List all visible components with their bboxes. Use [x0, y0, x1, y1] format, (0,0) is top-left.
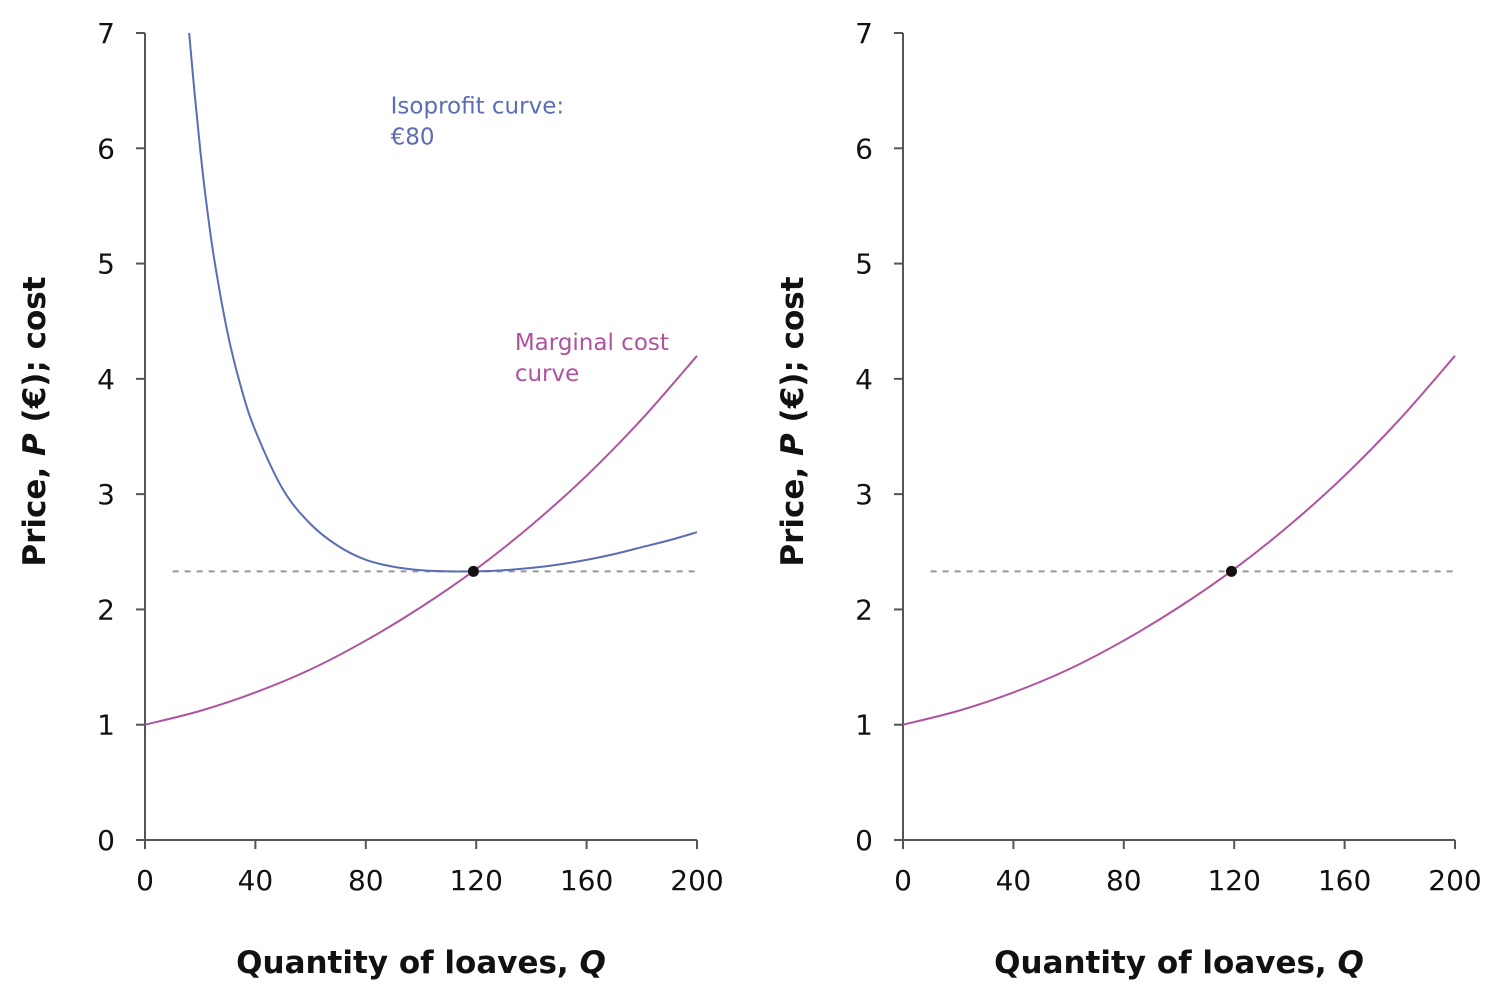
y-tick-label: 0: [855, 824, 873, 857]
y-tick-label: 4: [855, 363, 873, 396]
x-tick-label: 80: [1106, 864, 1142, 897]
x-tick-label: 80: [348, 864, 384, 897]
chart-panel-2: 0 1 2 3 4 5 6 7 0 40 80 120 160 200 Quantity of loaves…: [775, 17, 1482, 981]
y-axis-title: Price, P (€); cost: [17, 276, 53, 566]
x-tick-label: 120: [449, 864, 502, 897]
profit-max-point: [1225, 565, 1237, 577]
x-tick-label: 120: [1207, 864, 1260, 897]
chart-panel-1: 0 1 2 3 4 5 6 7 0 40 80 120 160 200 Quantity of loaves…: [17, 17, 724, 981]
y-tick-label: 5: [855, 248, 873, 281]
y-tick-label: 0: [97, 824, 115, 857]
x-tick-label: 160: [1318, 864, 1371, 897]
x-tick-label: 0: [894, 864, 912, 897]
profit-max-point: [467, 565, 479, 577]
x-axis-title: Quantity of loaves, Q: [236, 945, 606, 981]
y-tick-label: 6: [855, 132, 873, 165]
y-tick-label: 1: [855, 709, 873, 742]
y-tick-label: 2: [855, 593, 873, 626]
marginal-cost-curve: [144, 355, 698, 726]
marginal-cost-curve: [902, 355, 1456, 726]
y-tick-label: 1: [97, 709, 115, 742]
marginal-cost-label: Marginal cost curve: [515, 330, 669, 387]
x-tick-label: 40: [238, 864, 274, 897]
isoprofit-curve: [188, 32, 698, 573]
x-tick-label: 40: [996, 864, 1032, 897]
y-tick-label: 3: [855, 478, 873, 511]
x-tick-label: 200: [1428, 864, 1481, 897]
x-axis-title: Quantity of loaves, Q: [994, 945, 1364, 981]
x-tick-label: 0: [136, 864, 154, 897]
y-axis-title: Price, P (€); cost: [775, 276, 811, 566]
y-tick-label: 7: [97, 17, 115, 50]
x-tick-label: 160: [560, 864, 613, 897]
y-tick-label: 7: [855, 17, 873, 50]
y-tick-label: 2: [97, 593, 115, 626]
y-tick-label: 4: [97, 363, 115, 396]
y-tick-label: 5: [97, 248, 115, 281]
isoprofit-label: Isoprofit curve: €80: [391, 94, 564, 151]
x-tick-label: 200: [670, 864, 723, 897]
y-tick-label: 6: [97, 132, 115, 165]
y-tick-label: 3: [97, 478, 115, 511]
